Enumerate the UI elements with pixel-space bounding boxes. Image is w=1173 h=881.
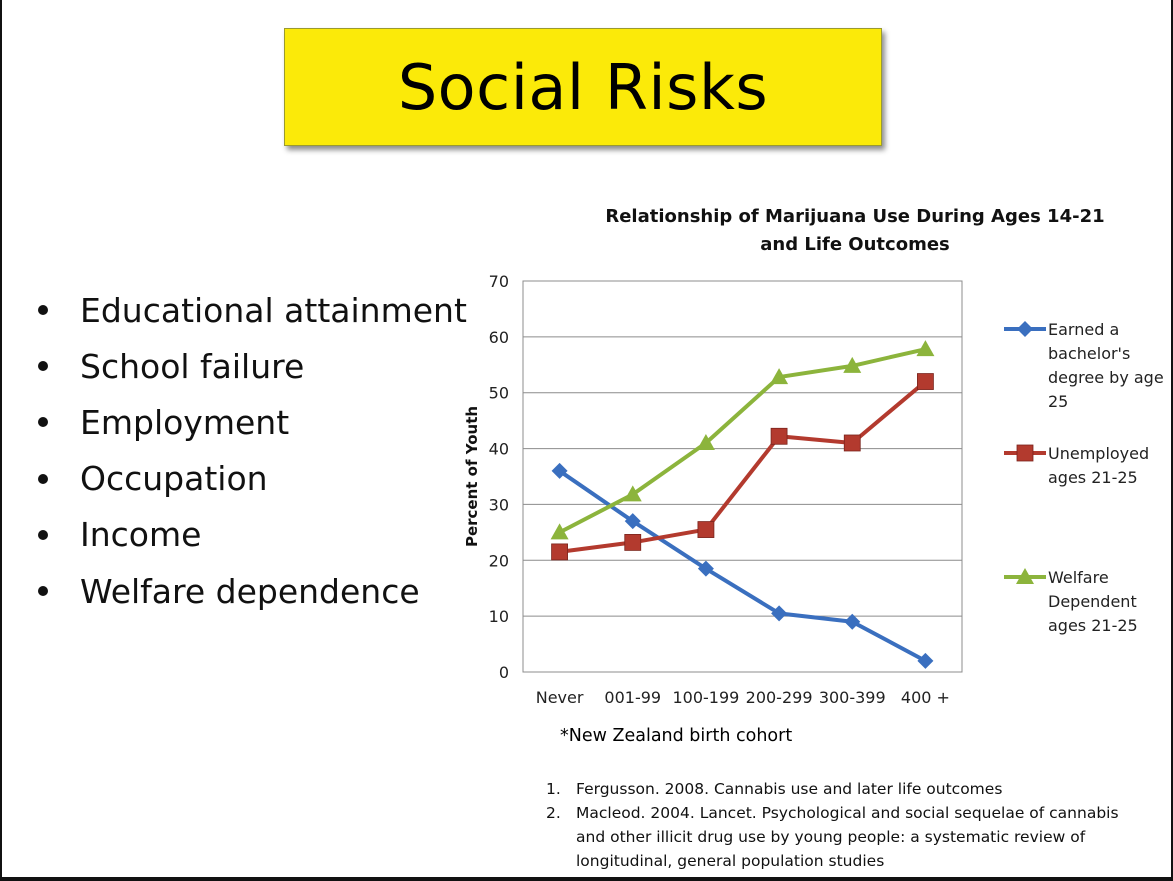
bullet-icon <box>38 361 48 372</box>
y-tick-label: 10 <box>489 607 509 626</box>
slide-title: Social Risks <box>397 50 769 124</box>
bullet-icon <box>38 529 48 540</box>
series-line <box>559 380 927 554</box>
series-line <box>558 347 926 535</box>
y-axis-label: Percent of Youth <box>463 406 481 547</box>
reference-item: 2. Macleod. 2004. Lancet. Psychological a… <box>546 801 1136 873</box>
chart-title-line: Relationship of Marijuana Use During Age… <box>605 206 1105 227</box>
reference-number: 2. <box>546 804 561 822</box>
legend-marker <box>1016 444 1034 462</box>
y-tick-label: 40 <box>489 440 509 459</box>
data-point <box>771 605 788 622</box>
reference-text: Macleod. 2004. Lancet. Psychological and… <box>576 804 1119 870</box>
data-point <box>917 652 934 669</box>
legend-entry: Unemployed ages 21-25 <box>1004 444 1149 487</box>
y-tick-label: 30 <box>489 495 509 514</box>
legend-label: Welfare <box>1048 568 1109 587</box>
data-point <box>551 462 568 479</box>
data-point <box>770 368 789 385</box>
risk-list-item: Income <box>34 507 467 563</box>
y-tick-label: 0 <box>499 663 509 682</box>
cohort-note: *New Zealand birth cohort <box>560 726 793 746</box>
data-point <box>917 373 934 390</box>
data-point <box>770 427 788 445</box>
legend-label: Dependent <box>1048 592 1137 611</box>
y-tick-label: 70 <box>489 272 509 291</box>
chart-title: Relationship of Marijuana Use During Age… <box>600 203 1110 259</box>
data-point <box>624 534 642 551</box>
data-point <box>550 523 569 540</box>
series-1 <box>551 462 934 669</box>
legend-label: degree by age <box>1048 368 1164 387</box>
reference-item: 1. Fergusson. 2008. Cannabis use and late… <box>546 777 1136 801</box>
data-point <box>844 613 861 630</box>
x-tick-label: 001-99 <box>604 688 661 707</box>
chart-title-line: and Life Outcomes <box>760 234 950 255</box>
bullet-icon <box>38 586 48 597</box>
data-point <box>623 485 642 502</box>
legend-label: Earned a <box>1048 320 1119 339</box>
risk-list-item: Employment <box>34 394 467 450</box>
legend-label: Unemployed <box>1048 444 1149 463</box>
reference-list: 1. Fergusson. 2008. Cannabis use and late… <box>546 777 1136 873</box>
bullet-icon <box>38 417 48 428</box>
data-point <box>697 560 714 577</box>
data-point <box>624 513 641 530</box>
legend-marker <box>1017 321 1033 337</box>
bullet-icon <box>38 305 48 316</box>
x-tick-label: 400 + <box>901 688 950 707</box>
legend-entry: Earned a bachelor's degree by age 25 <box>1004 320 1164 411</box>
series-3 <box>550 340 935 540</box>
y-tick-label: 60 <box>489 328 509 347</box>
risk-list-item: School failure <box>34 338 467 394</box>
legend-marker <box>1016 568 1034 584</box>
y-tick-label: 50 <box>489 384 509 403</box>
risk-list-item: Welfare dependence <box>34 563 467 619</box>
x-tick-label: 100-199 <box>672 688 739 707</box>
plot-area <box>522 280 963 673</box>
data-point <box>696 433 715 450</box>
bullet-icon <box>38 473 48 484</box>
x-tick-label: Never <box>536 688 584 707</box>
series-line <box>558 469 927 663</box>
risk-label: Occupation <box>80 459 268 499</box>
x-tick-label: 300-399 <box>819 688 886 707</box>
risk-label: Employment <box>80 402 290 442</box>
reference-number: 1. <box>546 780 561 798</box>
risk-label: School failure <box>80 346 305 386</box>
risk-label: Educational attainment <box>80 290 467 330</box>
risk-list-item: Educational attainment <box>34 282 467 338</box>
slide-title-banner: Social Risks <box>284 28 882 146</box>
data-point <box>697 521 715 538</box>
data-point <box>843 356 862 373</box>
x-tick-label: 200-299 <box>746 688 813 707</box>
legend-label: ages 21-25 <box>1048 616 1138 635</box>
series-2 <box>551 373 934 561</box>
reference-text: Fergusson. 2008. Cannabis use and later … <box>576 780 1003 798</box>
data-point <box>843 434 861 452</box>
risk-label: Welfare dependence <box>80 571 420 611</box>
data-point <box>916 340 935 357</box>
y-tick-label: 20 <box>489 551 509 570</box>
legend-entry: Welfare Dependent ages 21-25 <box>1004 568 1138 635</box>
risk-label: Income <box>80 515 202 555</box>
legend-label: 25 <box>1048 392 1068 411</box>
risk-list: Educational attainment School failure Em… <box>34 282 467 619</box>
data-point <box>551 543 568 561</box>
legend-label: ages 21-25 <box>1048 468 1138 487</box>
risk-list-item: Occupation <box>34 451 467 507</box>
legend-label: bachelor's <box>1048 344 1130 363</box>
